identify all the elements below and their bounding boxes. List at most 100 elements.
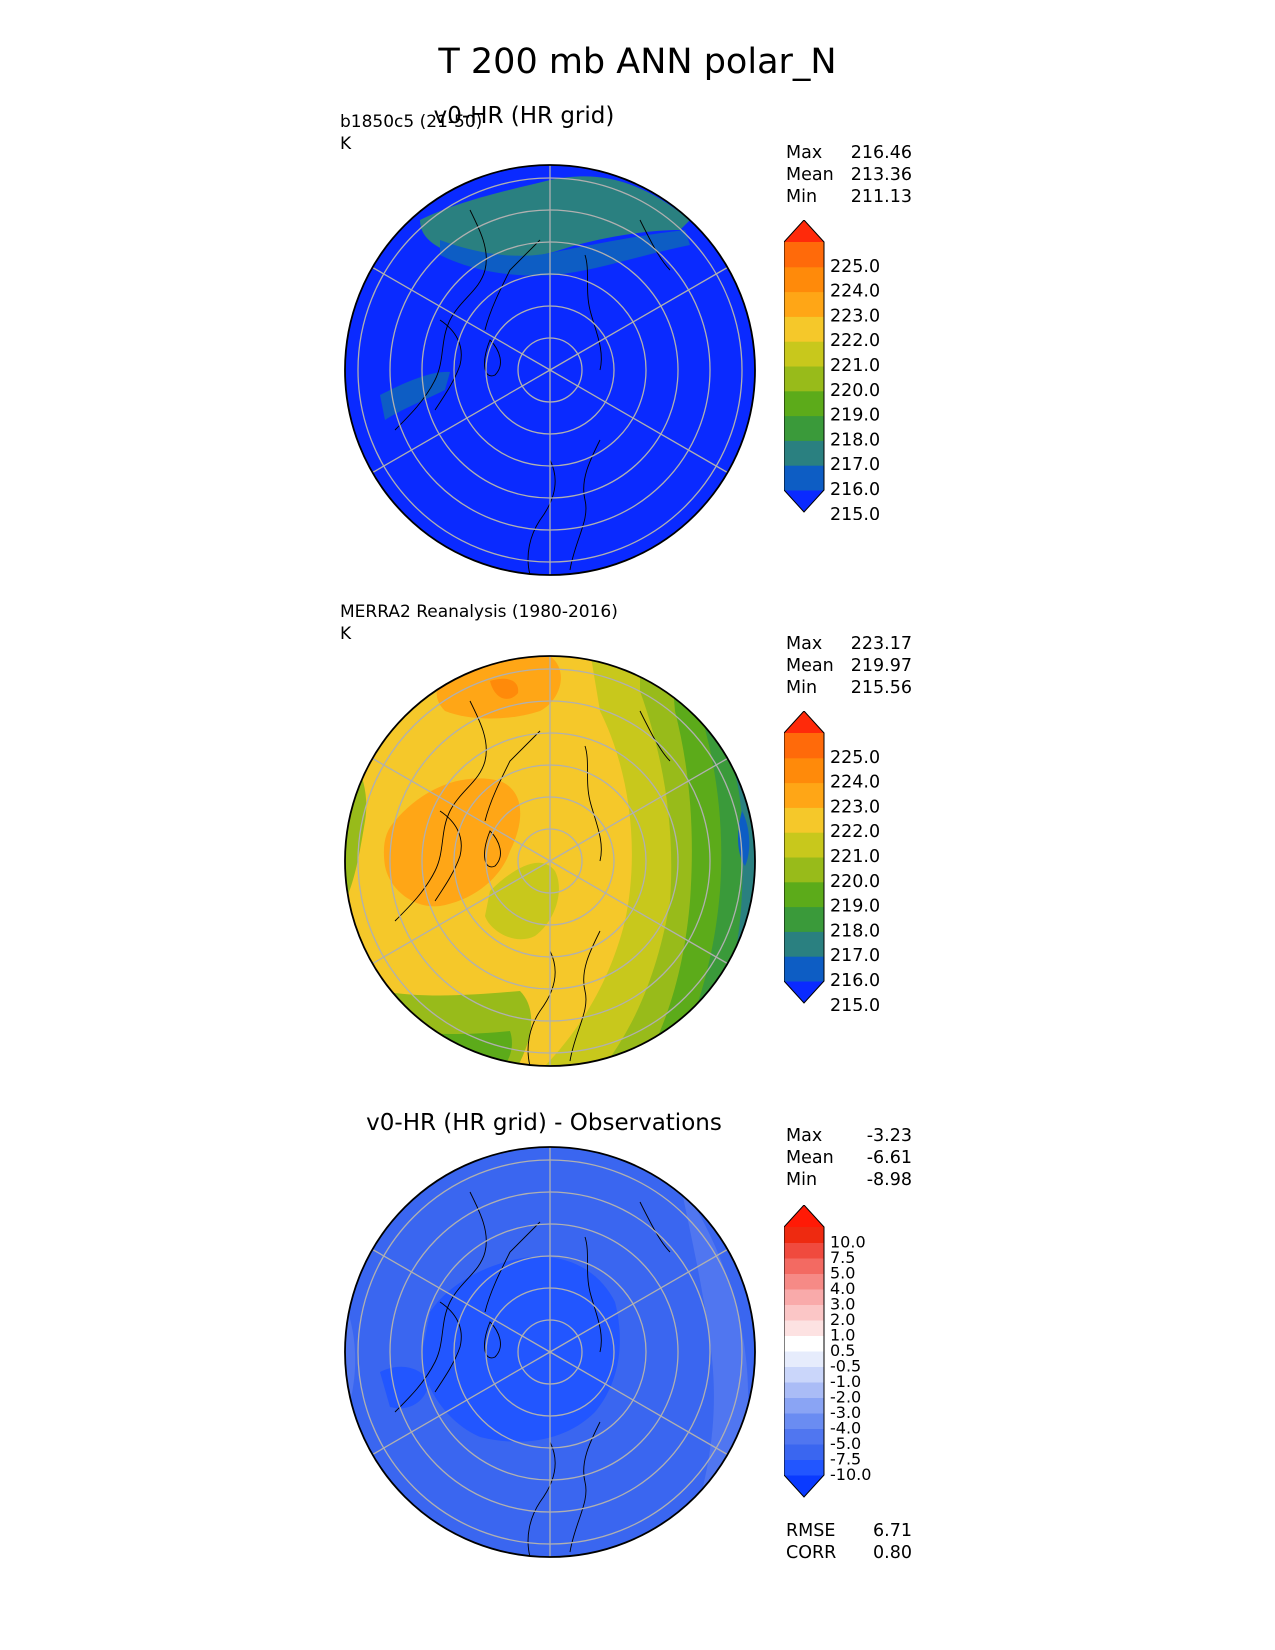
panel2-colorbar-tick-label: 218.0: [830, 921, 880, 941]
panel3-rmse-label: RMSE: [786, 1521, 836, 1541]
panel1-colorbar-segment: [784, 291, 824, 317]
panel3-colorbar-tick-label: 2.0: [830, 1310, 855, 1329]
panel2-colorbar-segment: [784, 757, 824, 784]
panel3-colorbar-tick-label: -3.0: [830, 1403, 861, 1422]
panel1-mean-value: 213.36: [850, 165, 912, 185]
panel3-contour-m4: [680, 1182, 749, 1532]
panel3-colorbar-segment: [784, 1335, 824, 1352]
panel2-colorbar-extend-min: [784, 981, 824, 1003]
panel1-colorbar-tick-label: 217.0: [830, 455, 880, 475]
panel1-colorbar-segment: [784, 341, 824, 367]
panel2-stats: Max 223.17 Mean 219.97 Min 215.56: [786, 633, 912, 699]
panel1-colorbar-segment: [784, 366, 824, 392]
panel2-colorbar-segment: [784, 906, 824, 932]
panel1-colorbar-tick-label: 224.0: [830, 282, 880, 302]
panel3-colorbar-segment: [784, 1273, 824, 1290]
panel3-colorbar-tick-label: -1.0: [830, 1372, 861, 1391]
panel2-colorbar-tick-label: 215.0: [830, 996, 880, 1011]
panel1-colorbar-segment: [784, 415, 824, 441]
panel1-graticule: [357, 165, 743, 575]
panel1-colorbar-tick-label: 218.0: [830, 430, 880, 450]
panel3-colorbar-segment: [784, 1289, 824, 1305]
panel3-colorbar: 10.07.55.04.03.02.01.00.5-0.5-1.0-2.0-3.…: [784, 1205, 871, 1498]
panel3-max-label: Max: [786, 1126, 823, 1146]
panel3-contour-m75: [421, 1256, 620, 1442]
panel3-mean-value: -6.61: [866, 1148, 912, 1168]
panel2-contour-224: [490, 678, 519, 699]
panel2-colorbar-tick-label: 221.0: [830, 847, 880, 867]
panel1-colorbar-outline: [784, 220, 825, 513]
panel2-case-label: MERRA2 Reanalysis (1980-2016): [340, 602, 618, 622]
panel1-colorbar-tick-label: 216.0: [830, 480, 880, 500]
panel1-max-value: 216.46: [850, 143, 912, 163]
panel1-colorbar-tick-label: 225.0: [830, 257, 880, 277]
panel1-colorbar-tick-label: 222.0: [830, 331, 880, 351]
panel2-colorbar-tick-label: 217.0: [830, 946, 880, 966]
panel2-min-value: 215.56: [850, 678, 912, 698]
panel1-colorbar-extend-max: [784, 220, 824, 242]
panel3-colorbar-tick-label: -2.0: [830, 1388, 861, 1407]
panel2-colorbar-outline: [784, 711, 825, 1004]
panel1-mean-label: Mean: [786, 165, 834, 185]
panel2-mean-value: 219.97: [850, 656, 912, 676]
panel1-polar-map: [344, 164, 756, 576]
panel3-colorbar-segment: [784, 1428, 824, 1445]
panel2-colorbar-tick-label: 220.0: [830, 872, 880, 892]
panel3-colorbar-tick-label: -7.5: [830, 1450, 861, 1469]
panel2-colorbar: 225.0 224.0 223.0 222.0 221.0 220.0 219.0 218.0…: [784, 711, 880, 1011]
panel1-units: K: [340, 134, 352, 154]
panel3-polar-map: [344, 1146, 756, 1558]
panel2-colorbar-tick-label: 224.0: [830, 773, 880, 793]
panel3-colorbar-tick-label: -5.0: [830, 1434, 861, 1453]
panel1-colorbar-tick-label: 215.0: [830, 505, 880, 520]
panel3-colorbar-segment: [784, 1366, 824, 1383]
panel2-colorbar-segment: [784, 881, 824, 908]
panel1-colorbar-segment: [784, 242, 824, 268]
panel3-colorbar-tick-label: 5.0: [830, 1264, 855, 1283]
panel3-colorbar-tick-label: 1.0: [830, 1326, 855, 1345]
panel1-colorbar-tick-label: 219.0: [830, 406, 880, 426]
panel2-units: K: [340, 624, 352, 644]
panel2-colorbar-segment: [784, 807, 824, 833]
panel1-colorbar-segment: [784, 316, 824, 342]
panel3-colorbar-tick-label: 10.0: [830, 1233, 866, 1252]
panel1-colorbar-segment: [784, 266, 824, 293]
panel2-graticule: [357, 656, 743, 1066]
panel2-polar-map: [344, 655, 756, 1067]
panel3-colorbar-tick-label: 3.0: [830, 1295, 855, 1314]
panel1-stats: Max 216.46 Mean 213.36 Min 211.13: [786, 142, 912, 208]
panel3-corr-label: CORR: [786, 1543, 837, 1563]
panel2-max-label: Max: [786, 634, 823, 654]
panel3-colorbar-segment: [784, 1413, 824, 1429]
panel3-title: v0-HR (HR grid) - Observations: [366, 1110, 722, 1136]
panel1-colorbar-segment: [784, 440, 824, 466]
panel2-contour-223: [383, 778, 521, 907]
panel1-colorbar-segment: [784, 390, 824, 417]
panel2-colorbar-segment: [784, 857, 824, 883]
panel3-colorbar-segment: [784, 1397, 824, 1414]
panel3-colorbar-segment: [784, 1382, 824, 1398]
panel2-colorbar-segment: [784, 733, 824, 759]
panel1-colorbar: 225.0 224.0 223.0 222.0 221.0 220.0 219.0 218.0…: [784, 220, 880, 520]
panel1-contour-216: [420, 176, 690, 259]
panel1-min-value: 211.13: [850, 187, 912, 207]
panel3-colorbar-outline: [784, 1205, 825, 1498]
panel3-max-value: -3.23: [866, 1126, 912, 1146]
panel3-colorbar-extend-max: [784, 1205, 824, 1227]
panel1-title: v0-HR (HR grid): [433, 103, 615, 129]
panel3-colorbar-tick-label: 0.5: [830, 1341, 855, 1360]
panel3-colorbar-segment: [784, 1320, 824, 1336]
panel3-colorbar-segment: [784, 1444, 824, 1460]
panel3-colorbar-segment: [784, 1351, 824, 1367]
panel3-colorbar-segment: [784, 1242, 824, 1259]
panel1-colorbar-segment: [784, 465, 824, 491]
panel3-colorbar-segment: [784, 1459, 824, 1476]
panel2-colorbar-tick-label: 223.0: [830, 797, 880, 817]
panel2-colorbar-segment: [784, 956, 824, 982]
panel1-colorbar-tick-label: 221.0: [830, 356, 880, 376]
panel1-contour-215b: [440, 230, 690, 276]
panel3-min-label: Min: [786, 1170, 818, 1190]
panel3-rmse-corr: RMSE 6.71 CORR 0.80: [786, 1520, 912, 1564]
panel2-mean-label: Mean: [786, 656, 834, 676]
panel3-colorbar-segment: [784, 1258, 824, 1274]
